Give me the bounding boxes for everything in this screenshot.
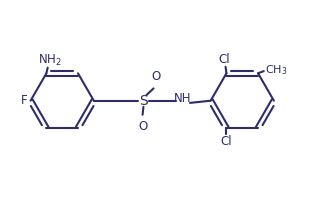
- Text: NH: NH: [174, 92, 192, 105]
- Text: NH$_2$: NH$_2$: [38, 53, 62, 68]
- Text: O: O: [138, 120, 147, 133]
- Text: S: S: [139, 94, 148, 108]
- Text: CH$_3$: CH$_3$: [265, 63, 287, 77]
- Text: Cl: Cl: [221, 135, 232, 148]
- Text: Cl: Cl: [218, 53, 230, 66]
- Text: F: F: [20, 94, 27, 107]
- Text: O: O: [151, 70, 160, 83]
